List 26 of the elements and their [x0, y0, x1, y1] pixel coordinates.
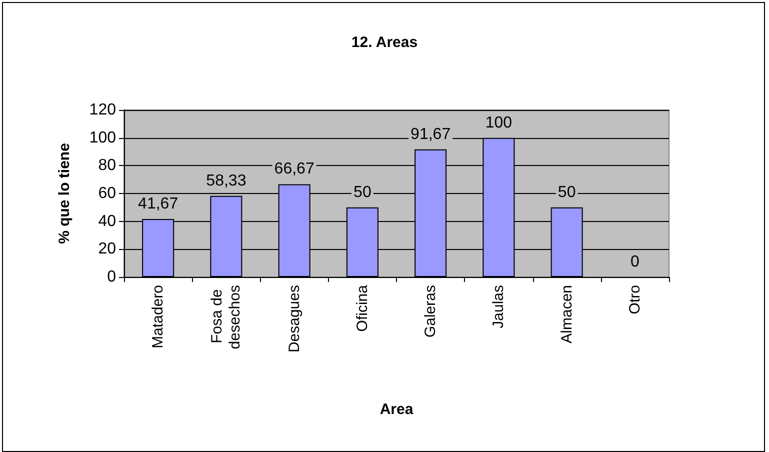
- y-tick-label: 100: [89, 129, 116, 146]
- y-axis-title: % que lo tiene: [56, 143, 73, 244]
- y-tick-label: 20: [98, 240, 116, 258]
- data-label: 50: [558, 184, 576, 201]
- data-label: 58,33: [206, 172, 246, 190]
- x-tick-label: Desagues: [286, 285, 303, 353]
- x-tick-label: Jaulas: [490, 285, 508, 328]
- y-tick-label: 40: [98, 212, 116, 230]
- x-axis-title: Area: [380, 401, 414, 418]
- data-label: 50: [354, 184, 372, 201]
- x-tick-label: Matadero: [150, 285, 167, 348]
- x-tick-label: Almacen: [558, 285, 576, 344]
- x-tick-label: Otro: [626, 285, 644, 314]
- y-tick-label: 0: [107, 268, 116, 286]
- data-label: 0: [630, 254, 640, 270]
- x-tick-label: Oficina: [354, 284, 371, 332]
- data-label: 41,67: [138, 196, 178, 213]
- x-tick-label: Fosa de desechos: [208, 285, 244, 350]
- x-tick-label: Galeras: [422, 285, 440, 338]
- data-label: 91,67: [410, 126, 451, 143]
- y-tick-label: 60: [98, 185, 116, 202]
- data-label: 100: [485, 114, 512, 132]
- data-label: 66,67: [274, 160, 314, 178]
- y-tick-label: 120: [89, 102, 116, 118]
- y-tick-label: 80: [98, 157, 116, 174]
- chart-title: 12. Areas: [351, 34, 418, 51]
